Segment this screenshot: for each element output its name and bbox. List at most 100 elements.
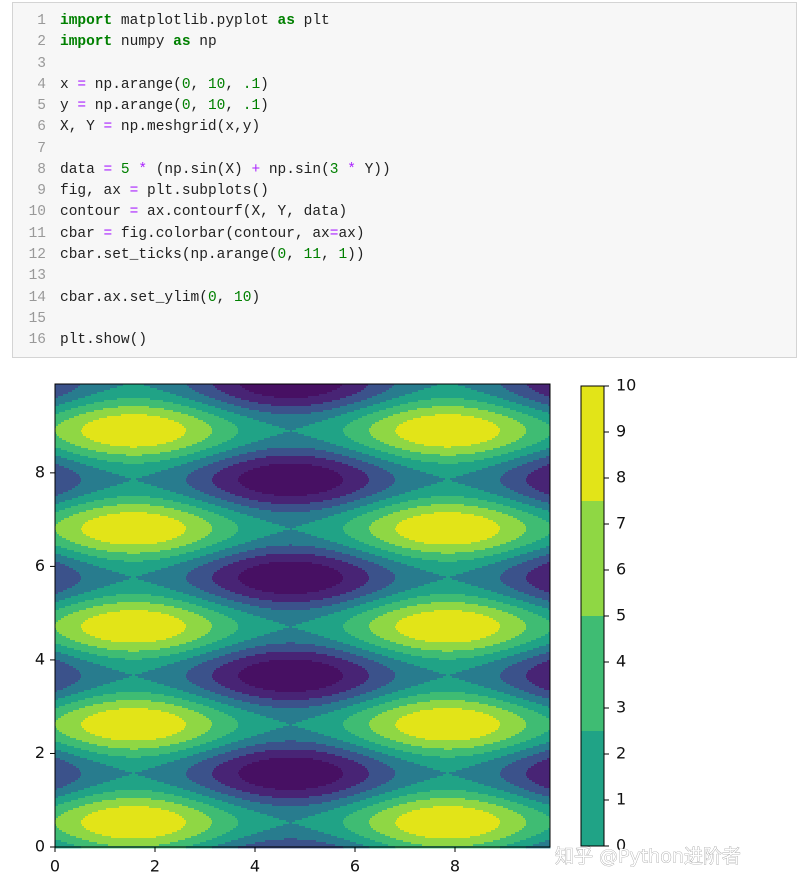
contour-band <box>399 494 498 497</box>
contour-band <box>117 386 151 389</box>
contour-band <box>332 408 361 411</box>
contour-band <box>174 518 204 521</box>
contour-band <box>55 612 74 615</box>
contour-band <box>395 574 440 577</box>
contour-band <box>208 534 235 537</box>
contour-band <box>187 454 214 457</box>
contour-band <box>548 600 551 603</box>
contour-band <box>334 666 363 669</box>
contour-band <box>213 672 240 675</box>
contour-band <box>368 476 395 479</box>
contour-band <box>343 624 370 627</box>
contour-band <box>169 712 200 715</box>
contour-band <box>409 538 488 541</box>
contour-band <box>310 510 348 513</box>
contour-band <box>488 410 517 413</box>
contour-band <box>55 838 83 841</box>
contour-band <box>522 436 549 439</box>
contour-band <box>55 438 63 441</box>
contour-band <box>529 582 551 585</box>
contour-band <box>163 390 196 393</box>
contour-band <box>394 384 438 387</box>
contour-band <box>183 592 210 595</box>
contour-band <box>306 788 347 791</box>
contour-band <box>345 728 372 731</box>
contour-band <box>362 808 388 811</box>
contour-band <box>496 510 523 513</box>
contour-band <box>159 844 194 847</box>
contour-band <box>123 482 145 485</box>
contour-band <box>266 716 316 719</box>
contour-band <box>465 798 505 801</box>
contour-band <box>234 510 272 513</box>
contour-band <box>375 644 404 647</box>
contour-band <box>347 698 374 701</box>
contour-band <box>326 556 357 559</box>
contour-band <box>373 804 400 807</box>
contour-band <box>517 812 544 815</box>
contour-band <box>165 702 197 705</box>
contour-band <box>117 484 152 487</box>
contour-band <box>289 544 293 547</box>
contour-band <box>328 614 358 617</box>
contour-band <box>97 392 171 395</box>
contour-band <box>208 510 235 513</box>
contour-band <box>209 796 236 799</box>
contour-band <box>55 748 82 751</box>
contour-band <box>478 498 511 501</box>
contour-band <box>259 704 323 707</box>
contour-band <box>55 570 77 573</box>
contour-band <box>217 570 245 573</box>
contour-band <box>78 680 117 683</box>
contour-band <box>186 676 213 679</box>
contour-band <box>515 734 542 737</box>
contour-band <box>527 574 551 577</box>
contour-band <box>260 466 323 469</box>
contour-band <box>266 742 317 745</box>
contour-band <box>350 840 376 843</box>
contour-band <box>483 810 514 813</box>
contour-band <box>395 544 501 547</box>
contour-band <box>57 532 84 535</box>
contour-band <box>431 398 465 401</box>
contour-band <box>379 500 409 503</box>
contour-band <box>97 744 171 747</box>
contour-band <box>548 502 551 505</box>
contour-band <box>511 834 537 837</box>
contour-band <box>539 458 551 461</box>
contour-band <box>135 772 187 775</box>
contour-band <box>474 416 509 419</box>
code-cell[interactable]: 1 import matplotlib.pyplot as plt 2 import … <box>12 2 797 358</box>
contour-band <box>398 728 499 731</box>
contour-band <box>405 688 492 691</box>
contour-band <box>272 706 310 709</box>
contour-band <box>334 452 363 455</box>
contour-band <box>366 602 393 605</box>
contour-band <box>321 812 354 815</box>
contour-band <box>388 558 423 561</box>
contour-band <box>420 764 476 767</box>
contour-band <box>342 672 369 675</box>
contour-band <box>242 700 340 703</box>
contour-band <box>221 408 250 411</box>
contour-band <box>164 782 197 785</box>
contour-band <box>408 402 488 405</box>
contour-band <box>174 606 203 609</box>
contour-band <box>337 640 365 643</box>
contour-band <box>55 810 69 813</box>
contour-band <box>306 690 347 693</box>
contour-band <box>224 418 254 421</box>
contour-band <box>192 738 218 741</box>
contour-band <box>130 446 138 449</box>
contour-band <box>214 414 241 417</box>
contour-band <box>358 762 384 765</box>
contour-band <box>348 464 375 467</box>
contour-band <box>502 768 529 771</box>
contour-band <box>498 434 525 437</box>
contour-band <box>75 780 111 783</box>
contour-band <box>485 450 515 453</box>
contour-band <box>103 604 165 607</box>
contour-band <box>81 676 130 679</box>
contour-band <box>485 548 515 551</box>
contour-band <box>258 500 324 503</box>
